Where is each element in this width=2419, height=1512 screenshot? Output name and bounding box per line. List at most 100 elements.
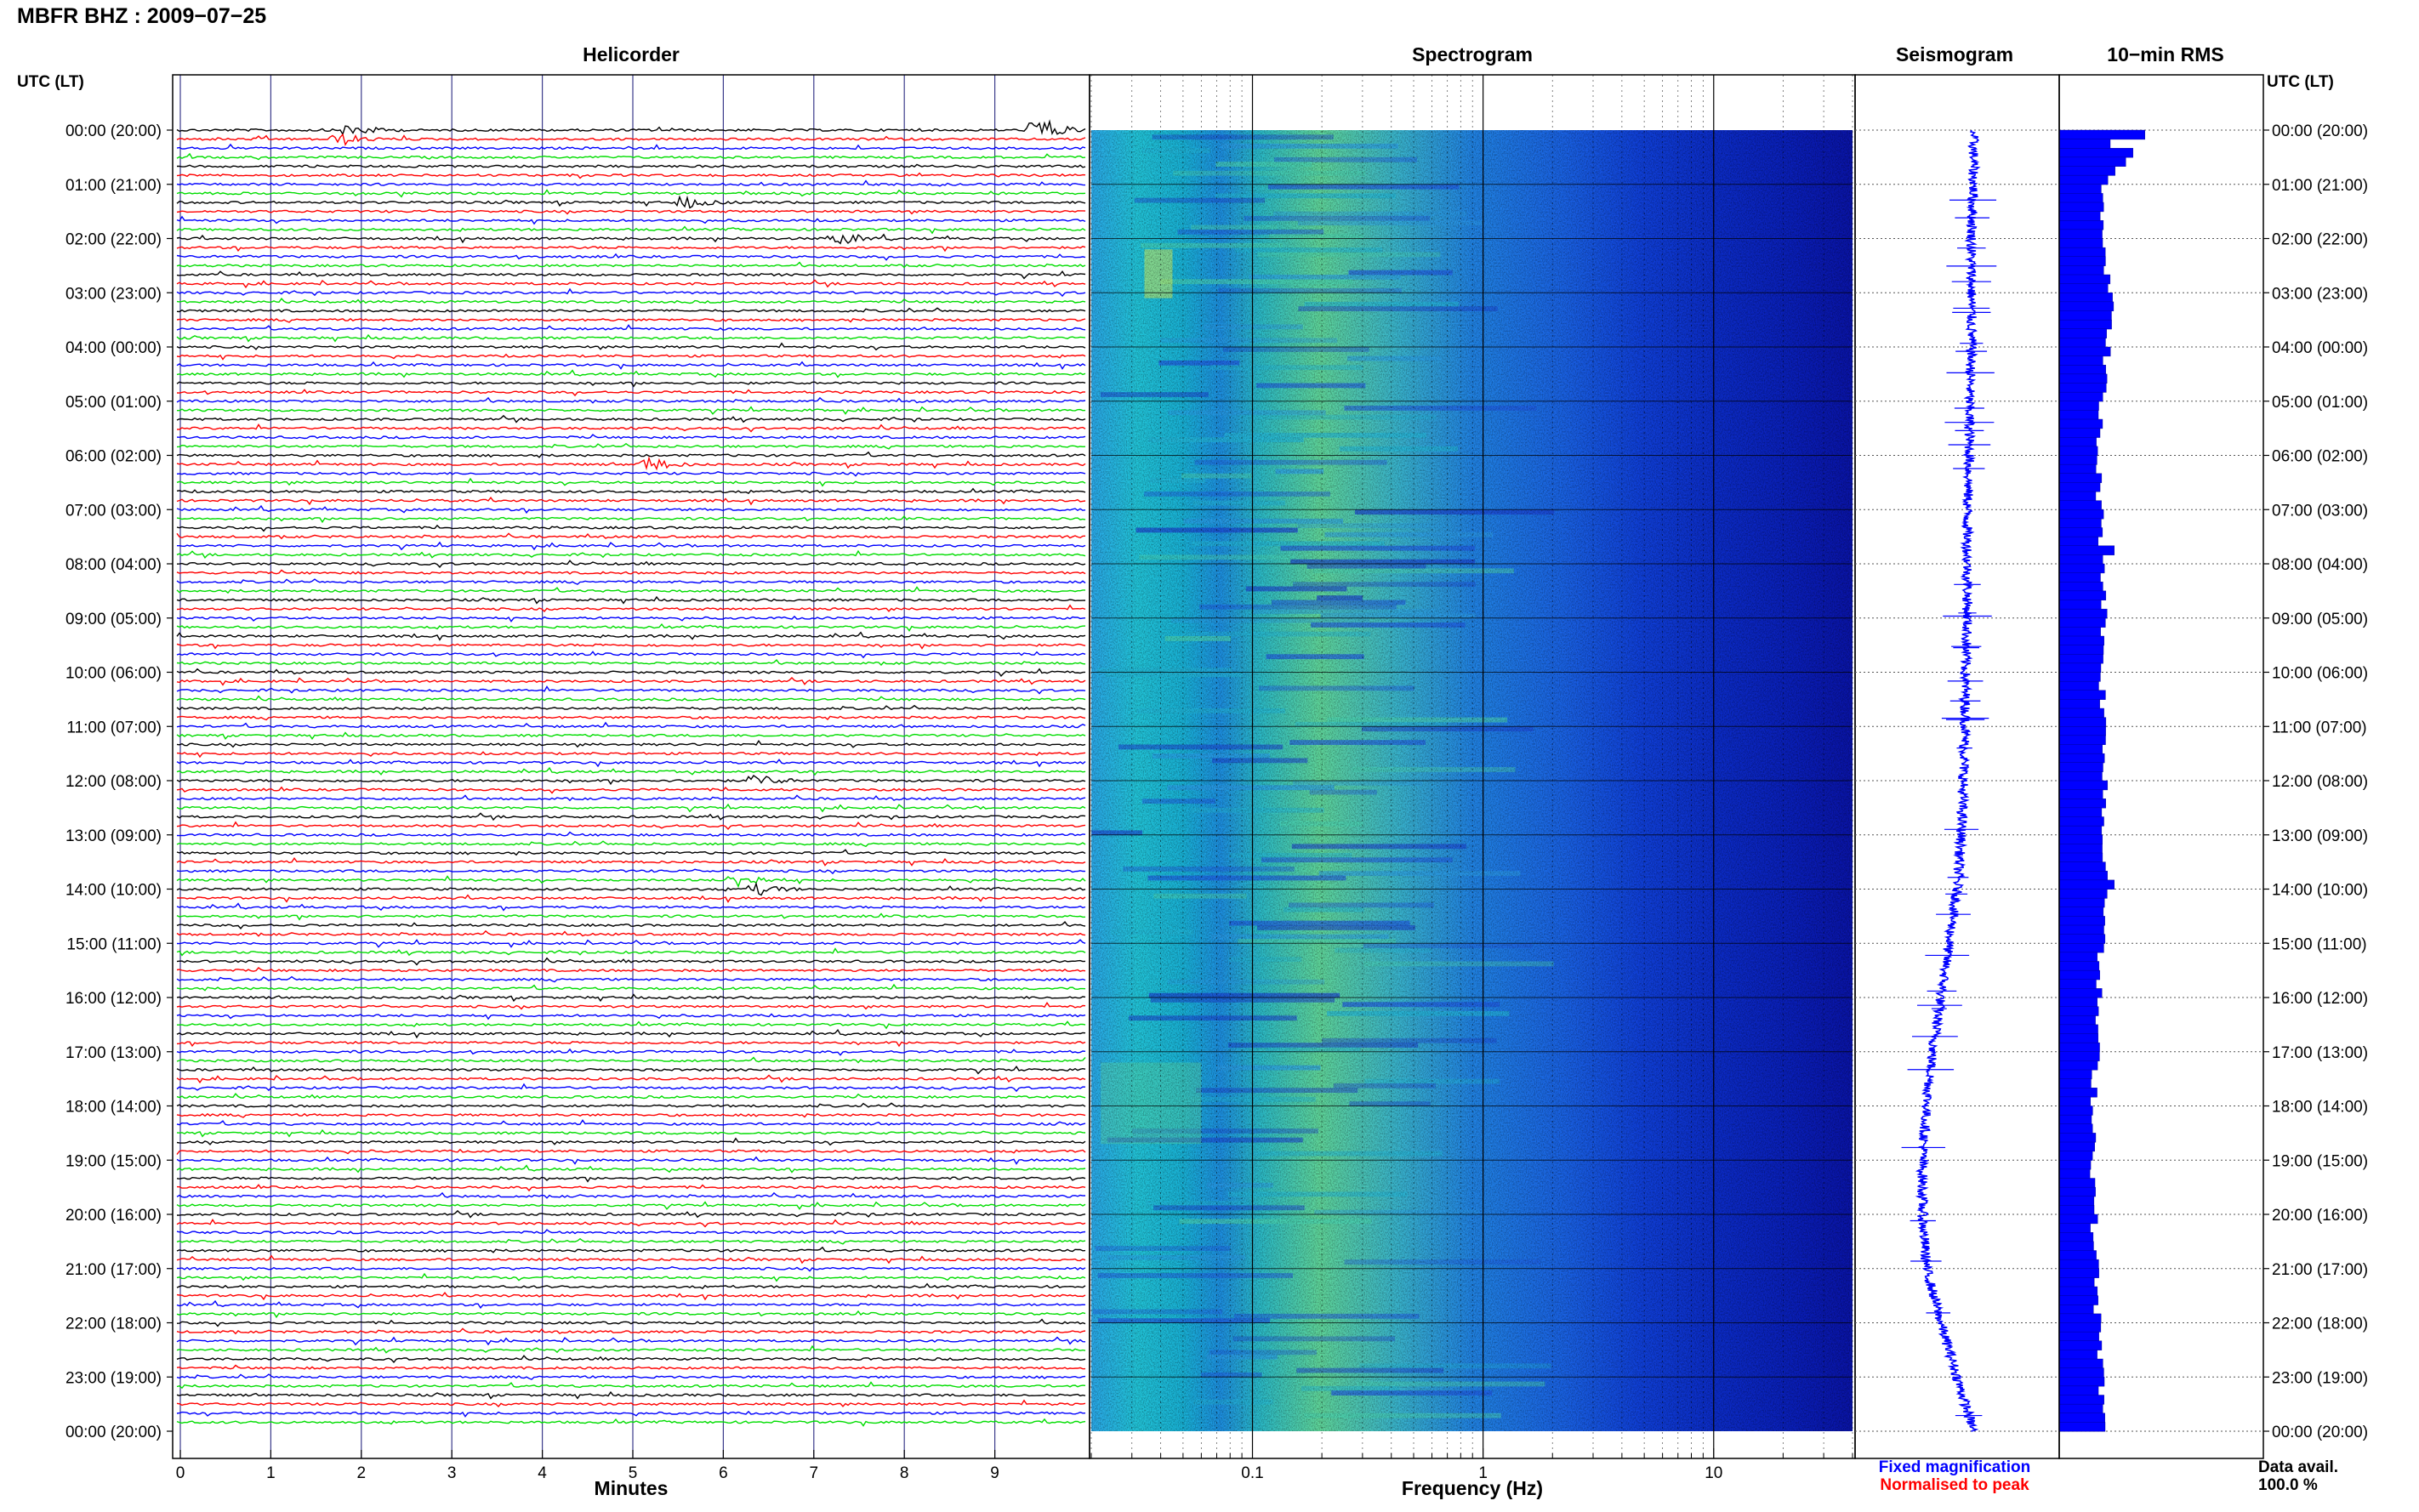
rms-bar <box>2058 410 2099 420</box>
rms-bar <box>2058 1214 2098 1225</box>
helicorder-trace-line <box>176 1355 1086 1363</box>
helicorder-trace-line <box>176 342 1086 351</box>
rms-bar <box>2058 1178 2096 1188</box>
rms-bar <box>2058 1024 2098 1035</box>
helicorder-trace-line <box>176 246 1086 253</box>
helicorder-trace-line <box>176 172 1086 179</box>
helicorder-trace-line <box>176 1209 1086 1219</box>
rms-bar <box>2058 283 2109 293</box>
helicorder-trace-line <box>176 270 1086 280</box>
rms-bar <box>2058 1358 2103 1369</box>
helicorder-trace-line <box>176 307 1086 313</box>
helicorder-trace-line <box>176 1048 1086 1056</box>
helicorder-trace-line <box>176 1156 1086 1165</box>
rms-bar <box>2058 916 2105 926</box>
helicorder-row-label: 21:00 (17:00) <box>65 1261 162 1279</box>
helicorder-trace-line <box>176 1218 1086 1228</box>
helicorder-row-label: 13:00 (09:00) <box>65 827 162 845</box>
helicorder-trace-line <box>176 1201 1086 1210</box>
helicorder-trace-line <box>176 353 1086 361</box>
helicorder-row-label: 15:00 (11:00) <box>66 935 162 953</box>
helicorder-trace-line <box>176 504 1086 514</box>
rms-bar <box>2058 491 2097 502</box>
rms-bar <box>2058 816 2104 827</box>
rms-row-label: 09:00 (05:00) <box>2272 611 2368 628</box>
rms-bar <box>2058 310 2112 321</box>
helicorder-trace-line <box>177 406 1086 415</box>
rms-bar <box>2058 825 2103 836</box>
rms-row-label: 22:00 (18:00) <box>2272 1316 2368 1333</box>
rms-bar <box>2058 762 2103 772</box>
helicorder-trace-line <box>176 233 1086 245</box>
rms-bar <box>2058 220 2104 230</box>
helicorder-trace-line <box>176 604 1086 613</box>
rms-bar <box>2058 662 2102 674</box>
helicorder-trace-line <box>176 1318 1086 1327</box>
rms-bar <box>2058 771 2103 782</box>
helicorder-trace-line <box>176 759 1086 768</box>
rms-bar <box>2058 680 2099 691</box>
helicorder-trace-line <box>176 189 1086 198</box>
rms-bar <box>2058 1069 2092 1080</box>
helicorder-trace-line <box>176 975 1086 983</box>
rms-bar <box>2058 391 2103 402</box>
rms-bar <box>2058 166 2115 176</box>
rms-bar <box>2058 247 2106 258</box>
rms-bar <box>2058 1096 2092 1107</box>
rms-bar <box>2058 536 2099 547</box>
spectrogram-title: Spectrogram <box>1412 43 1533 65</box>
helicorder-trace-line <box>176 1418 1086 1427</box>
helicorder-trace-line <box>176 369 1086 378</box>
rms-bar <box>2058 590 2107 601</box>
helicorder-trace-line <box>176 939 1086 948</box>
helicorder-trace-line <box>176 1390 1086 1400</box>
helicorder-panel: Helicorder UTC (LT) 0 1 2 3 4 5 6 7 8 9 00:00 (20… <box>17 43 1090 1499</box>
rms-bar <box>2058 608 2108 619</box>
rms-bar <box>2058 1205 2095 1215</box>
helicorder-trace-line <box>176 868 1086 875</box>
helicorder-title: Helicorder <box>583 43 680 65</box>
rms-axis-label: UTC (LT) <box>2267 73 2334 91</box>
rms-bar <box>2058 373 2108 384</box>
helicorder-trace-line <box>176 643 1086 650</box>
rms-bar <box>2058 428 2101 438</box>
rms-bar <box>2058 274 2111 285</box>
rms-bar <box>2058 1331 2099 1342</box>
rms-bar <box>2058 1340 2103 1350</box>
rms-bar <box>2058 319 2112 330</box>
rms-bar <box>2058 717 2107 727</box>
helicorder-row-label: 10:00 (06:00) <box>65 665 162 683</box>
rms-row-label: 00:00 (20:00) <box>2272 1424 2368 1441</box>
helicorder-trace-line <box>176 957 1086 966</box>
rms-bar <box>2058 545 2115 555</box>
helicorder-trace-line <box>176 578 1086 585</box>
rms-bar <box>2058 1015 2096 1026</box>
rms-bar <box>2058 708 2104 719</box>
seismogram-panel: Seismogram Fixed magnification Normalise… <box>1854 43 2060 1494</box>
helicorder-trace-line <box>176 586 1085 594</box>
rms-bar <box>2058 879 2115 890</box>
helicorder-trace-line <box>176 1164 1086 1174</box>
rms-bar <box>2058 463 2097 475</box>
helicorder-x-tick-label: 5 <box>629 1464 638 1482</box>
rms-bar <box>2058 654 2103 664</box>
helicorder-row-label: 16:00 (12:00) <box>65 990 162 1008</box>
rms-bar <box>2058 293 2113 303</box>
helicorder-trace-line <box>176 775 1086 786</box>
helicorder-trace-line <box>176 1065 1086 1075</box>
rms-bar <box>2058 1051 2100 1061</box>
helicorder-trace-line <box>176 1029 1086 1039</box>
helicorder-trace-line <box>176 983 1086 992</box>
helicorder-trace-line <box>176 1336 1086 1346</box>
helicorder-trace-line <box>176 1327 1086 1335</box>
rms-bar <box>2058 924 2104 935</box>
helicorder-trace-line <box>176 133 1086 146</box>
helicorder-x-tick-label: 6 <box>719 1464 728 1482</box>
helicorder-trace-line <box>176 622 1086 632</box>
helicorder-trace-line <box>176 1266 1086 1272</box>
rms-bar <box>2058 1060 2098 1071</box>
rms-bar <box>2058 1385 2099 1396</box>
helicorder-trace-line <box>176 875 1086 889</box>
rms-bar <box>2058 799 2106 809</box>
helicorder-trace-line <box>176 451 1086 458</box>
